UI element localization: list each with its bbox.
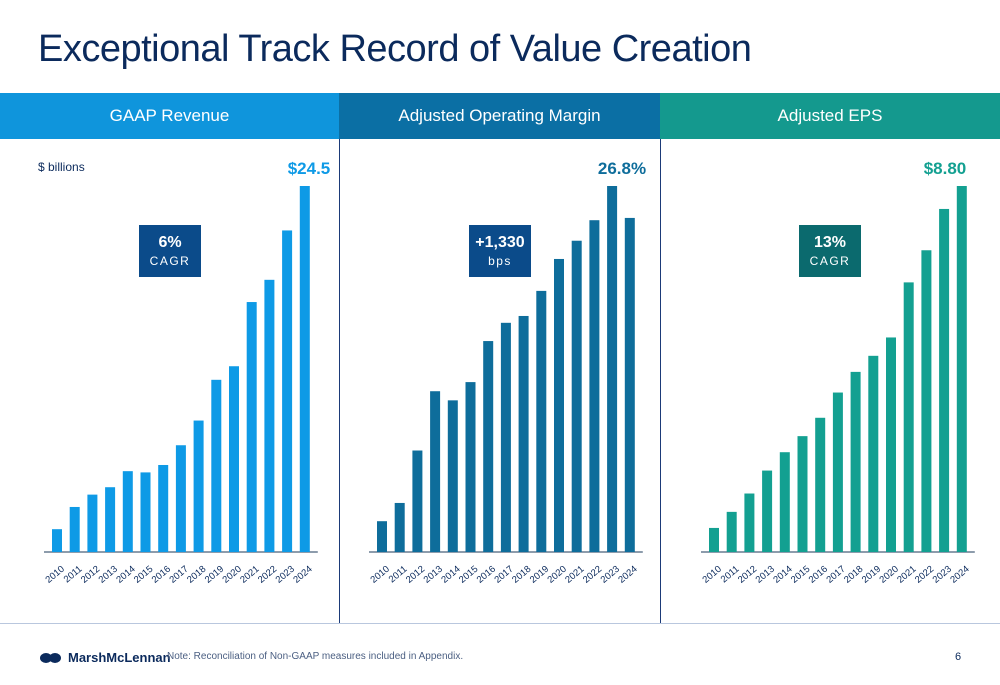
bar-revenue-2015 (140, 472, 151, 552)
bar-eps-2018 (850, 371, 861, 552)
bar-revenue-2020 (229, 366, 239, 552)
bar-eps-2020 (886, 337, 896, 552)
header-label-margin: Adjusted Operating Margin (398, 106, 601, 125)
company-logo: MarshMcLennan (40, 650, 171, 665)
bar-eps-2012 (744, 493, 755, 552)
end-value-label-margin: 26.8% (598, 159, 646, 178)
bar-margin-2010 (377, 521, 387, 552)
bar-eps-2015 (797, 436, 808, 552)
end-value-label-revenue: $24.5 (288, 159, 331, 178)
page-number: 6 (955, 651, 962, 663)
badge-box-eps (799, 225, 861, 277)
badge-label-margin: bps (488, 254, 512, 268)
bar-revenue-2019 (211, 379, 222, 552)
bar-margin-2015 (465, 382, 476, 552)
bar-margin-2023 (607, 186, 618, 552)
bar-revenue-2016 (158, 464, 169, 552)
bar-margin-2016 (483, 341, 494, 552)
company-name: MarshMcLennan (68, 650, 171, 665)
bar-revenue-2011 (69, 506, 80, 552)
badge-box-margin (469, 225, 531, 277)
bar-eps-2014 (779, 452, 790, 552)
bar-margin-2019 (536, 290, 547, 552)
header-band-margin: Adjusted Operating Margin (339, 93, 660, 139)
bar-eps-2019 (868, 355, 879, 552)
bar-revenue-2021 (246, 302, 257, 552)
bar-margin-2018 (518, 315, 529, 552)
unit-label: $ billions (38, 160, 85, 174)
bar-revenue-2022 (264, 279, 275, 552)
bar-margin-2012 (412, 450, 423, 552)
bar-eps-2022 (921, 250, 932, 552)
bar-margin-2014 (447, 400, 458, 552)
header-label-revenue: GAAP Revenue (109, 106, 230, 125)
end-value-label-eps: $8.80 (924, 159, 967, 178)
bar-margin-2024 (624, 217, 635, 552)
bar-revenue-2012 (87, 494, 98, 552)
bar-margin-2020 (554, 258, 564, 552)
charts-canvas: 2010201120122013201420152016201720182019… (44, 159, 975, 586)
page-title: Exceptional Track Record of Value Creati… (38, 28, 752, 70)
bar-eps-2013 (762, 470, 773, 552)
bar-revenue-2024 (299, 186, 310, 552)
badge-label-eps: CAGR (810, 254, 851, 268)
bar-revenue-2023 (282, 230, 293, 552)
bar-eps-2023 (939, 208, 950, 552)
badge-label-revenue: CAGR (150, 254, 191, 268)
badge-value-revenue: 6% (158, 234, 181, 251)
bar-margin-2017 (500, 322, 511, 552)
panel-divider-right (660, 139, 661, 624)
bar-margin-2011 (394, 502, 405, 552)
bar-eps-2016 (815, 417, 826, 552)
bar-revenue-2018 (193, 420, 204, 552)
bar-margin-2022 (589, 220, 600, 552)
bar-eps-2010 (709, 527, 719, 552)
bar-margin-2013 (430, 391, 441, 552)
footnote: Note: Reconciliation of Non-GAAP measure… (167, 651, 464, 662)
bar-revenue-2017 (175, 445, 186, 552)
bar-eps-2021 (903, 282, 914, 552)
tick-label-eps-2024: 2024 (948, 564, 971, 586)
bar-margin-2021 (571, 240, 582, 552)
badge-box-revenue (139, 225, 201, 277)
tick-label-margin-2024: 2024 (616, 564, 639, 586)
badge-value-margin: +1,330 (475, 234, 524, 251)
bar-eps-2011 (726, 511, 737, 552)
bar-eps-2017 (832, 392, 843, 552)
bar-revenue-2010 (52, 529, 62, 552)
panel-divider-left (339, 139, 340, 624)
header-band-eps: Adjusted EPS (660, 93, 1000, 139)
bar-revenue-2014 (122, 471, 133, 552)
bar-eps-2024 (956, 186, 967, 552)
bar-revenue-2013 (105, 487, 116, 552)
logo-mark-icon (40, 652, 61, 663)
header-band-revenue: GAAP Revenue (0, 93, 339, 139)
tick-label-revenue-2024: 2024 (291, 564, 314, 586)
footer-divider (0, 623, 1000, 624)
badge-value-eps: 13% (814, 234, 846, 251)
header-label-eps: Adjusted EPS (777, 106, 883, 125)
